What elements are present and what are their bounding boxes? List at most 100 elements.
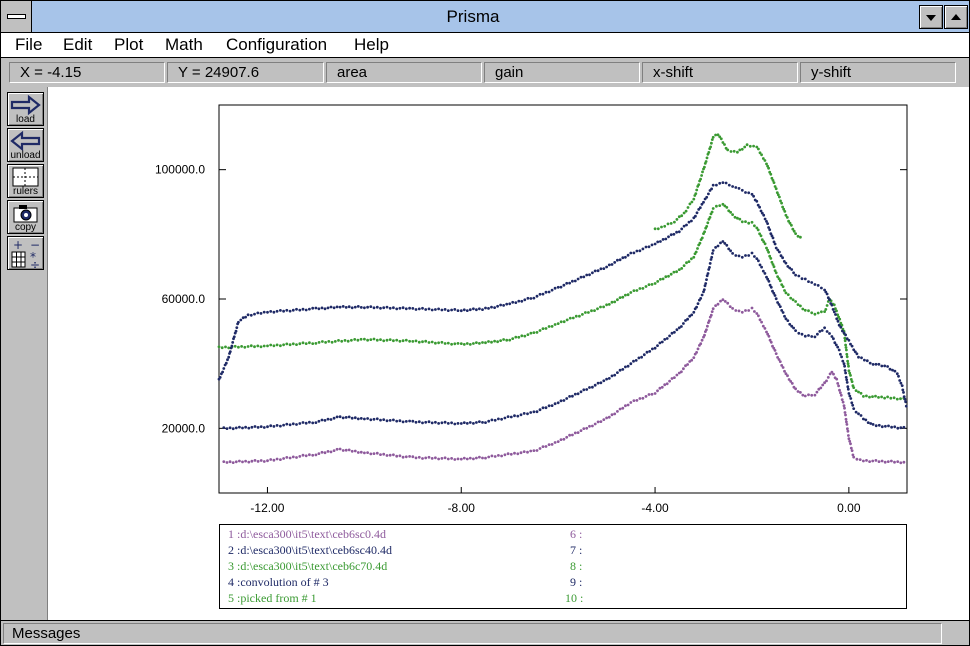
system-menu-button[interactable] bbox=[1, 1, 32, 32]
data-point bbox=[847, 369, 851, 373]
data-point bbox=[323, 419, 327, 422]
data-point bbox=[710, 141, 713, 145]
data-point bbox=[807, 334, 810, 337]
data-point bbox=[844, 343, 847, 347]
data-point bbox=[709, 145, 712, 149]
spectrum-plot[interactable]: -12.00 -8.00 -4.00 0.00 20000.0 60000.0 100000… bbox=[48, 87, 969, 620]
data-point bbox=[847, 364, 850, 368]
menu-file[interactable]: File bbox=[15, 35, 43, 54]
data-point bbox=[644, 395, 648, 398]
data-point bbox=[756, 228, 760, 232]
data-point bbox=[544, 406, 548, 410]
data-point bbox=[796, 303, 800, 306]
data-point bbox=[699, 297, 703, 300]
menu-plot[interactable]: Plot bbox=[114, 35, 144, 54]
data-point bbox=[895, 372, 899, 376]
data-point bbox=[786, 374, 789, 378]
data-point bbox=[692, 356, 696, 359]
data-point bbox=[547, 443, 551, 446]
data-point bbox=[602, 379, 606, 383]
data-point bbox=[816, 284, 820, 287]
data-point bbox=[347, 305, 351, 309]
data-point bbox=[698, 206, 702, 210]
data-point bbox=[844, 413, 847, 417]
data-point bbox=[573, 431, 577, 435]
data-point bbox=[707, 192, 710, 196]
data-point bbox=[832, 337, 835, 341]
data-point bbox=[582, 388, 586, 392]
data-point bbox=[753, 255, 756, 258]
data-point bbox=[582, 275, 586, 279]
data-point bbox=[641, 396, 645, 400]
data-point bbox=[776, 193, 780, 197]
data-point bbox=[369, 418, 373, 422]
data-point bbox=[690, 313, 694, 317]
data-point bbox=[613, 261, 617, 264]
data-point bbox=[353, 416, 357, 420]
data-point bbox=[535, 331, 539, 334]
data-point bbox=[659, 277, 662, 281]
data-point bbox=[613, 373, 617, 377]
data-point bbox=[868, 395, 871, 399]
data-point bbox=[509, 415, 513, 419]
data-point bbox=[253, 312, 256, 316]
data-point bbox=[624, 365, 627, 369]
data-point bbox=[647, 245, 651, 249]
data-point bbox=[475, 341, 478, 344]
data-point bbox=[301, 307, 305, 311]
data-point bbox=[511, 300, 515, 304]
data-point bbox=[398, 454, 402, 458]
data-point bbox=[665, 382, 669, 386]
data-point bbox=[338, 305, 342, 309]
data-point bbox=[338, 415, 342, 419]
data-point bbox=[369, 305, 373, 308]
menu-help[interactable]: Help bbox=[354, 35, 389, 54]
data-point bbox=[635, 289, 639, 292]
data-point bbox=[513, 451, 516, 455]
data-point bbox=[553, 441, 557, 444]
menu-math[interactable]: Math bbox=[165, 35, 203, 54]
data-point bbox=[758, 205, 761, 209]
menu-configuration[interactable]: Configuration bbox=[226, 35, 328, 54]
data-point bbox=[591, 271, 594, 275]
calculator-button[interactable]: + − * ÷ bbox=[7, 236, 44, 270]
data-point bbox=[852, 407, 856, 410]
data-point bbox=[750, 192, 754, 196]
data-point bbox=[696, 247, 699, 250]
data-point bbox=[468, 308, 472, 312]
data-point bbox=[519, 413, 523, 417]
data-point bbox=[682, 367, 685, 371]
load-button[interactable]: load bbox=[7, 92, 44, 126]
data-point bbox=[421, 457, 424, 460]
data-point bbox=[502, 304, 505, 307]
plot-area[interactable]: -12.00 -8.00 -4.00 0.00 20000.0 60000.0 100000… bbox=[47, 87, 969, 620]
data-point bbox=[440, 340, 444, 344]
data-point bbox=[688, 314, 692, 318]
data-point bbox=[752, 144, 755, 148]
data-point bbox=[398, 339, 402, 343]
data-point bbox=[427, 420, 431, 424]
unload-button[interactable]: unload bbox=[7, 128, 44, 162]
rulers-button[interactable]: rulers bbox=[7, 164, 44, 198]
menu-edit[interactable]: Edit bbox=[63, 35, 93, 54]
data-point bbox=[792, 326, 795, 330]
data-point bbox=[744, 191, 747, 194]
data-point bbox=[690, 257, 693, 261]
data-point bbox=[266, 459, 269, 463]
data-point bbox=[848, 371, 852, 375]
copy-button[interactable]: copy bbox=[7, 200, 44, 234]
data-point bbox=[523, 298, 527, 302]
maximize-button[interactable] bbox=[944, 5, 968, 29]
data-point bbox=[768, 283, 772, 287]
minimize-button[interactable] bbox=[919, 5, 943, 29]
data-point bbox=[392, 339, 395, 343]
data-point bbox=[481, 341, 484, 344]
data-point bbox=[745, 143, 749, 147]
data-point bbox=[231, 461, 235, 464]
data-point bbox=[771, 236, 775, 240]
data-point bbox=[727, 247, 731, 251]
data-point bbox=[596, 420, 600, 424]
data-point bbox=[621, 368, 625, 371]
data-point bbox=[218, 376, 222, 379]
